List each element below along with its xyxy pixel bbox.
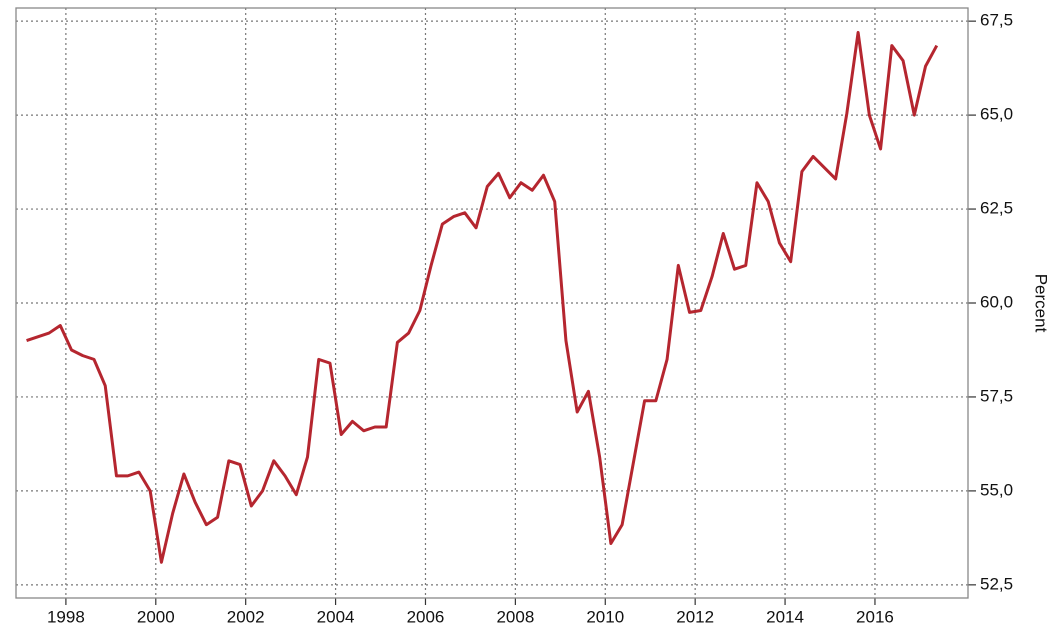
- y-axis-label: Percent: [1032, 274, 1051, 333]
- x-tick-label: 2010: [586, 607, 624, 626]
- y-tick-label: 62,5: [980, 199, 1013, 218]
- x-tick-label: 2016: [856, 607, 894, 626]
- x-tick-label: 2000: [137, 607, 175, 626]
- x-tick-label: 2006: [407, 607, 445, 626]
- x-tick-label: 2012: [676, 607, 714, 626]
- y-tick-label: 65,0: [980, 105, 1013, 124]
- y-tick-label: 52,5: [980, 574, 1013, 593]
- x-tick-label: 1998: [47, 607, 85, 626]
- x-tick-label: 2004: [317, 607, 355, 626]
- x-tick-label: 2002: [227, 607, 265, 626]
- y-tick-label: 60,0: [980, 292, 1013, 311]
- x-tick-label: 2014: [766, 607, 804, 626]
- plot-frame: [15, 7, 969, 599]
- data-line: [26, 30, 939, 564]
- x-tick-label: 2008: [496, 607, 534, 626]
- y-tick-label: 57,5: [980, 386, 1013, 405]
- y-tick-label: 67,5: [980, 11, 1013, 30]
- y-tick-label: 55,0: [980, 480, 1013, 499]
